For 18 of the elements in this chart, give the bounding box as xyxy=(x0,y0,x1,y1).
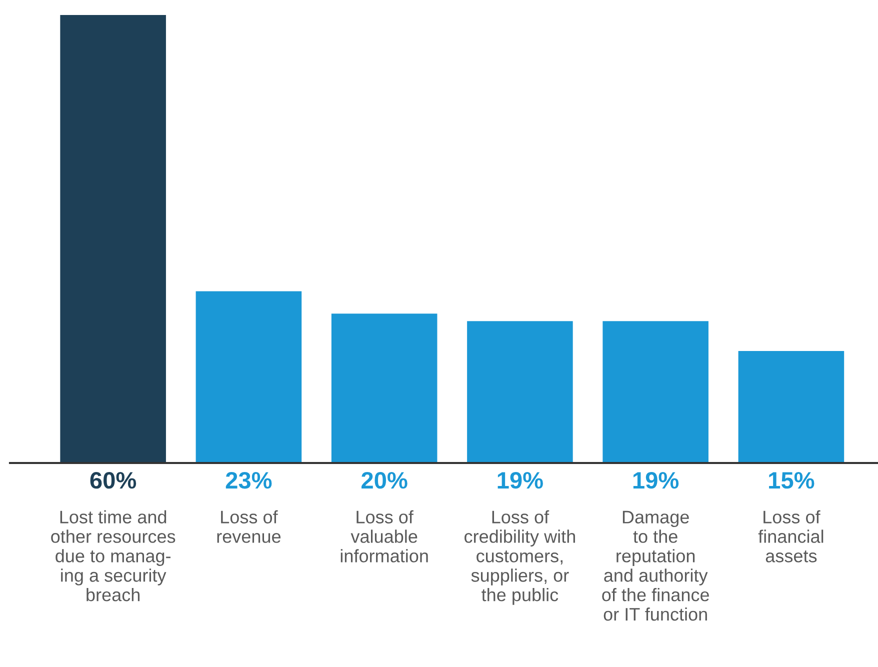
x-tick-label: Loss of credibility with customers, suppliers, or the public xyxy=(464,510,575,605)
x-tick-label: Loss of financial assets xyxy=(758,510,824,562)
bar xyxy=(60,15,166,463)
bar xyxy=(738,351,844,463)
data-label: 23% xyxy=(226,472,272,489)
x-tick-label: Loss of revenue xyxy=(217,510,281,543)
data-label: 19% xyxy=(633,472,679,489)
data-label: 60% xyxy=(90,472,136,489)
x-tick-label: Damage to the reputation and authority of the finance or IT function xyxy=(602,510,709,621)
x-tick-label: Lost time and other resources due to manag- ing a security breach xyxy=(51,510,176,602)
data-label: 15% xyxy=(769,472,814,489)
x-tick-label: Loss of valuable information xyxy=(340,510,428,562)
bar xyxy=(196,291,302,463)
data-label: 20% xyxy=(362,472,408,489)
bar xyxy=(467,321,573,463)
bar xyxy=(602,321,708,463)
data-label: 19% xyxy=(498,472,543,489)
bar xyxy=(331,314,438,463)
